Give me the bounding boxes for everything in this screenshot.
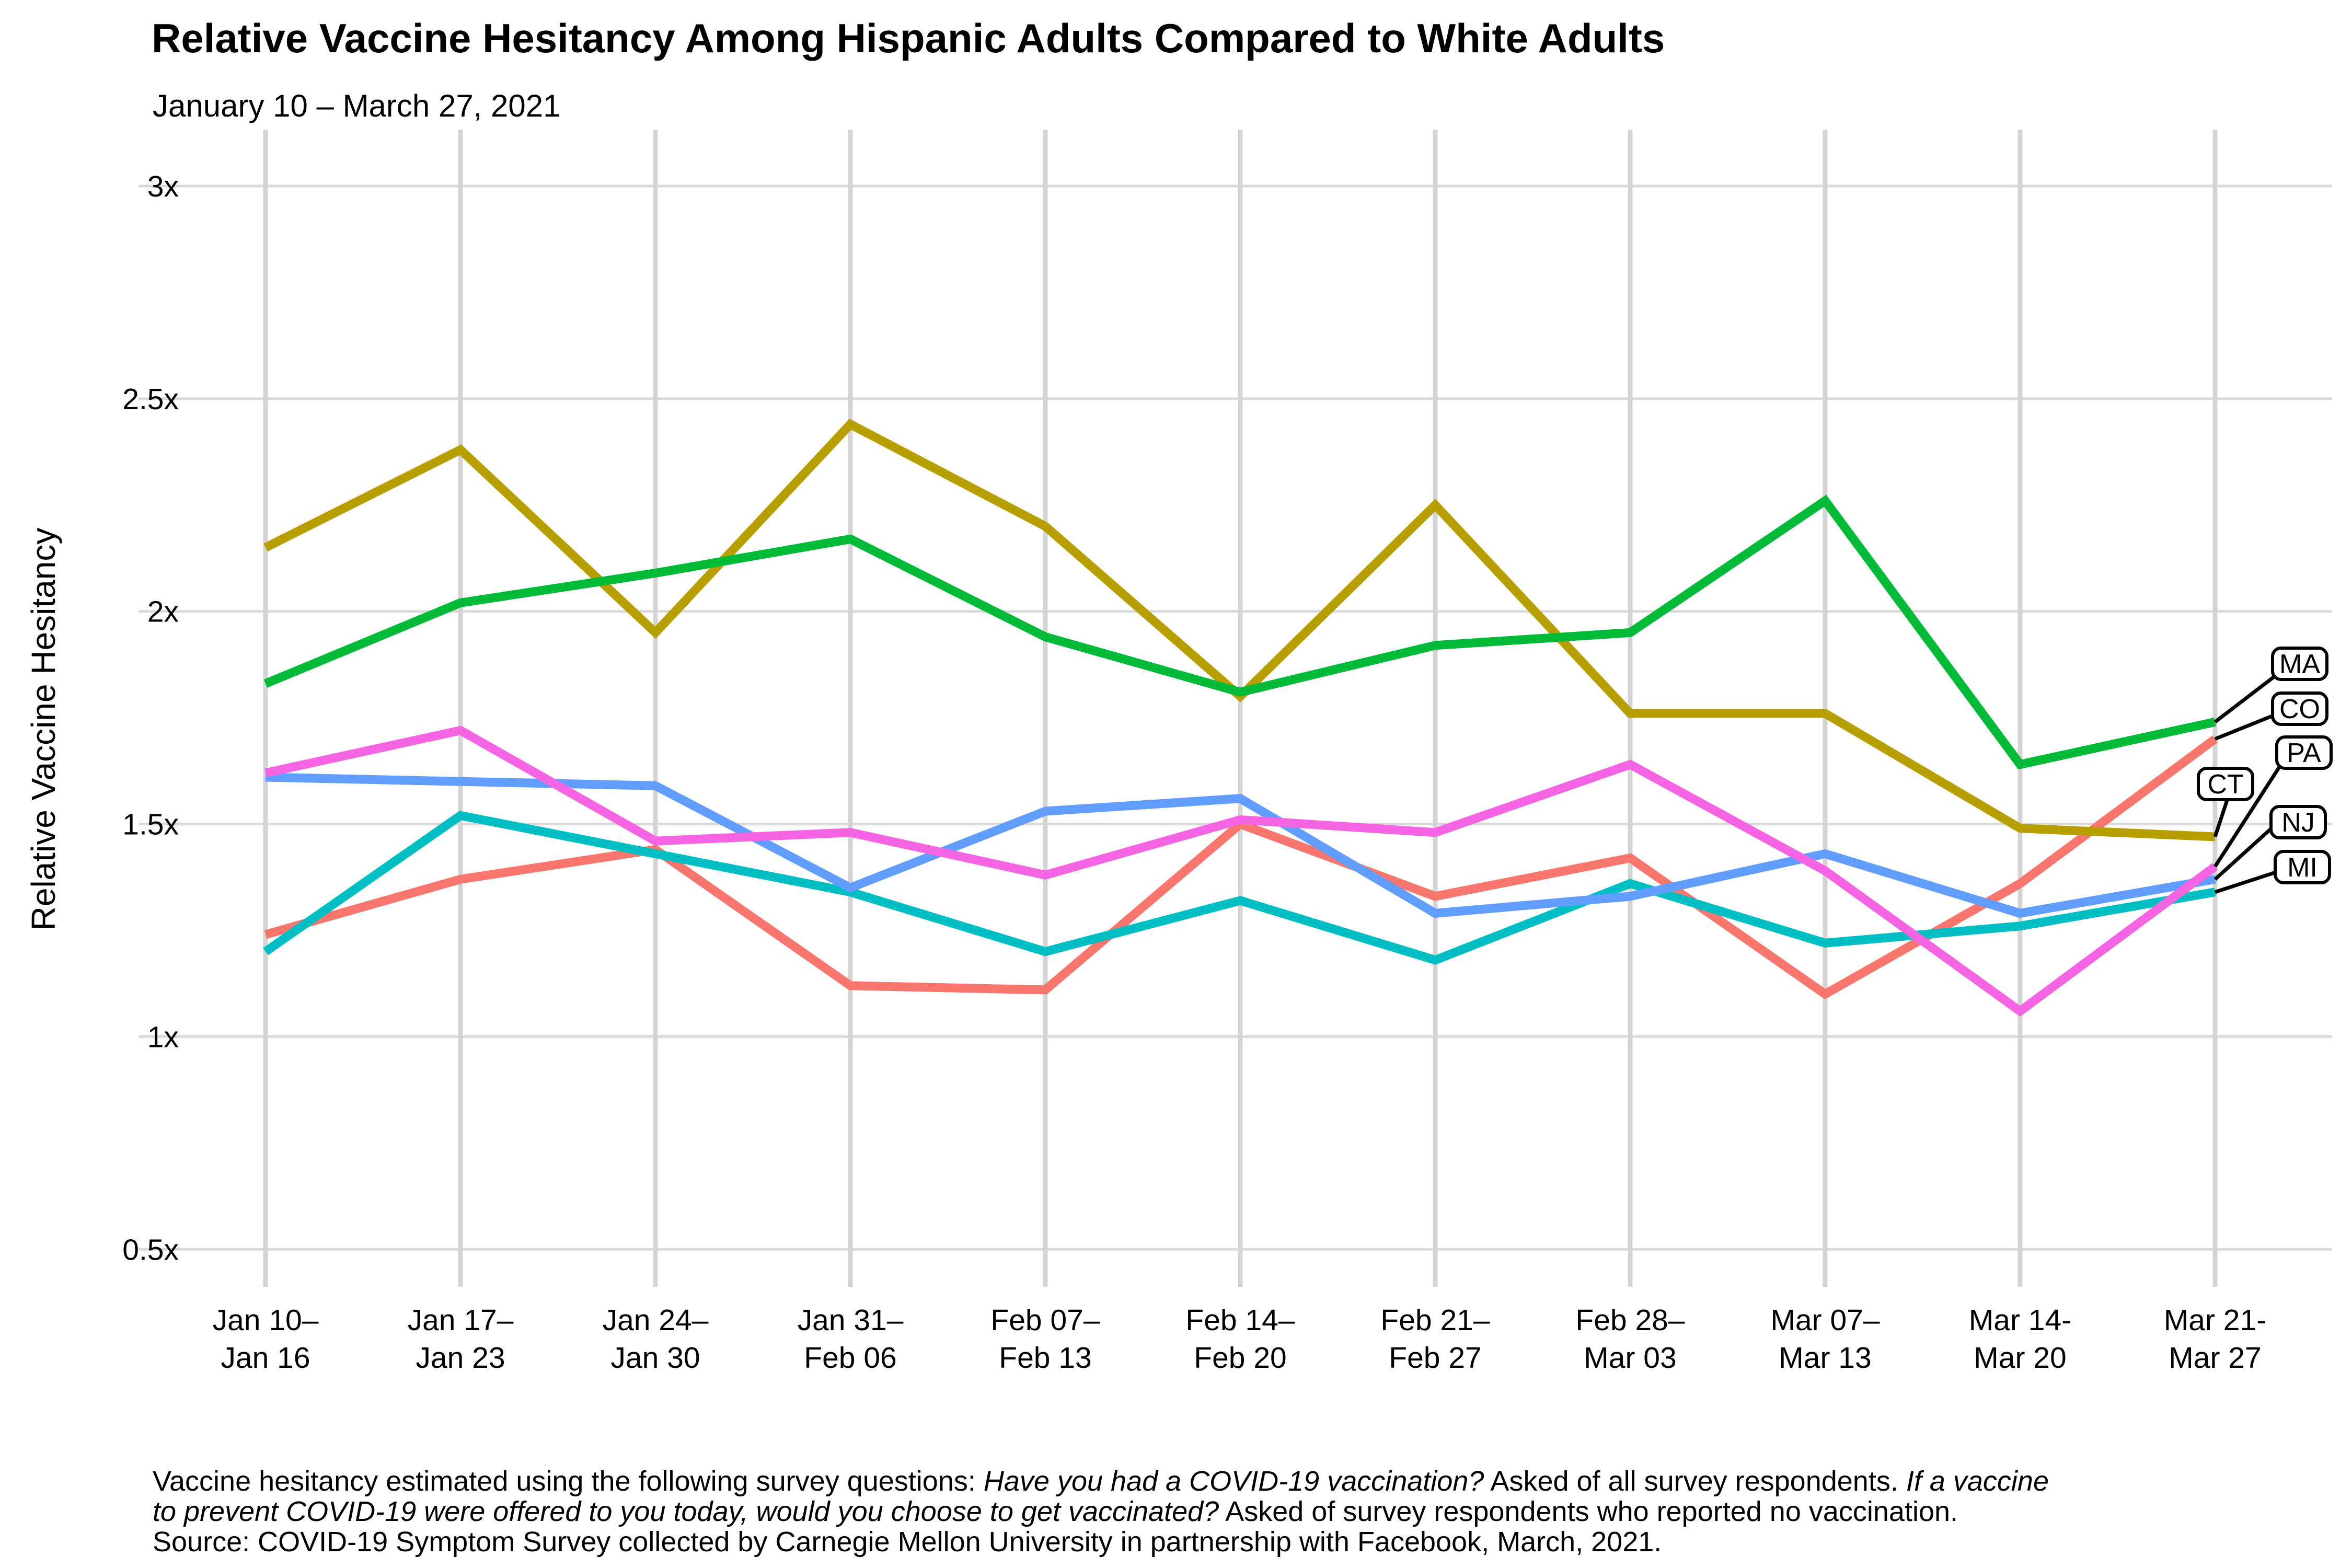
legend-label-NJ: NJ <box>2281 808 2315 838</box>
legend-label-MI: MI <box>2287 852 2318 883</box>
y-tick-label: 1.5x <box>122 808 179 841</box>
x-tick-label: Feb 21– Feb 27 <box>1380 1304 1490 1375</box>
footnote-italic-segment: Have you had a COVID-19 vaccination? <box>983 1466 1484 1497</box>
legend-label-CO: CO <box>2279 694 2320 724</box>
footnote-italic-segment: to prevent COVID-19 were offered to you … <box>153 1495 1219 1527</box>
footnote-italic-segment: If a vaccine <box>1906 1466 2049 1497</box>
legend-box-MA <box>2271 647 2328 681</box>
footnote-line: Vaccine hesitancy estimated using the fo… <box>153 1466 2049 1497</box>
gridlines <box>139 130 2332 1287</box>
x-tick-label: Mar 21-Mar 27 <box>2164 1304 2266 1375</box>
leader-line-MI <box>2214 870 2278 894</box>
leader-line-CO <box>2214 713 2276 741</box>
leader-line-MA <box>2213 675 2276 724</box>
legend-box-CT <box>2197 767 2254 801</box>
series-line-PA <box>264 725 2218 1017</box>
series-lines <box>263 419 2218 1017</box>
footnote-line: Source: COVID-19 Symptom Survey collecte… <box>153 1527 2049 1558</box>
series-line-MI <box>263 811 2216 965</box>
x-tick-label: Feb 07– Feb 13 <box>990 1304 1100 1375</box>
direct-labels: MA CO PA CT NJ MI <box>2197 647 2333 894</box>
chart-footnote: Vaccine hesitancy estimated using the fo… <box>153 1466 2049 1558</box>
x-tick-label: Jan 31– Feb 06 <box>798 1304 904 1375</box>
footnote-segment: Asked of all survey respondents. <box>1484 1466 1906 1497</box>
y-tick-label: 0.5x <box>122 1233 179 1266</box>
leader-line-NJ <box>2213 825 2275 881</box>
y-tick-label: 2x <box>147 595 179 629</box>
legend-label-PA: PA <box>2287 738 2321 768</box>
y-axis-title: Relative Vaccine Hesitancy <box>25 528 62 931</box>
legend-label-MA: MA <box>2279 649 2320 679</box>
series-line-MA <box>263 494 2216 770</box>
leader-line-PA <box>2213 765 2281 868</box>
legend-box-MI <box>2274 850 2331 884</box>
x-tick-label: Mar 07– Mar 13 <box>1770 1304 1880 1375</box>
footnote-line: to prevent COVID-19 were offered to you … <box>153 1495 2049 1527</box>
legend-box-NJ <box>2269 805 2327 839</box>
y-tick-label: 3x <box>147 170 179 203</box>
axis-labels: 3x 2.5x 2x 1.5x 1x 0.5x Jan 10– Jan 16 Jan 17– Ja… <box>122 170 2266 1375</box>
footnote-segment: Vaccine hesitancy estimated using the fo… <box>153 1466 984 1497</box>
leader-line-CT <box>2213 798 2230 838</box>
legend-label-CT: CT <box>2207 769 2243 800</box>
chart-subtitle: January 10 – March 27, 2021 <box>153 88 561 123</box>
chart-title: Relative Vaccine Hesitancy Among Hispani… <box>152 15 1665 61</box>
y-tick-label: 2.5x <box>122 383 179 416</box>
legend-box-PA <box>2275 735 2333 770</box>
x-tick-label: Feb 14– Feb 20 <box>1185 1304 1295 1375</box>
x-tick-label: Jan 24– Jan 30 <box>603 1304 709 1375</box>
footnote-segment: Asked of survey respondents who reported… <box>1219 1495 1958 1527</box>
footnote-segment: Source: COVID-19 Symptom Survey collecte… <box>153 1526 1662 1558</box>
legend-box-CO <box>2271 691 2328 726</box>
x-tick-label: Feb 28– Mar 03 <box>1575 1304 1685 1375</box>
x-tick-label: Jan 10– Jan 16 <box>213 1304 319 1375</box>
x-tick-label: Jan 17– Jan 23 <box>408 1304 514 1375</box>
series-line-NJ <box>265 773 2216 918</box>
y-tick-label: 1x <box>147 1020 179 1054</box>
x-tick-label: Mar 14-Mar 20 <box>1969 1304 2071 1375</box>
